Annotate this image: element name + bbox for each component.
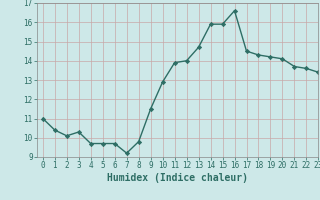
X-axis label: Humidex (Indice chaleur): Humidex (Indice chaleur): [107, 173, 248, 183]
